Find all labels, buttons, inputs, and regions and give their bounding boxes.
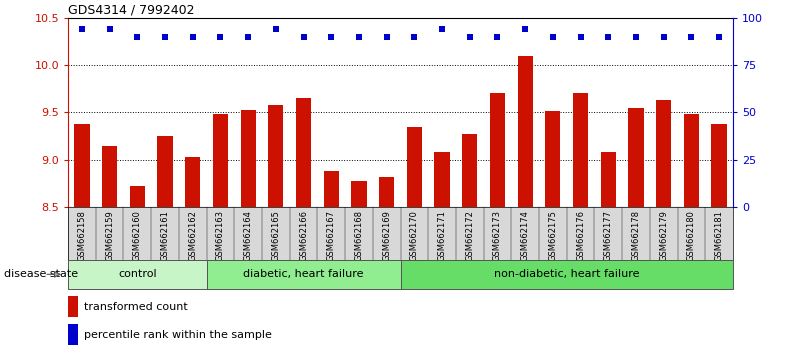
Bar: [102, 145, 117, 207]
Point: [713, 34, 726, 39]
Point: [75, 26, 88, 32]
Bar: [268, 105, 284, 207]
Text: GSM662160: GSM662160: [133, 210, 142, 261]
Text: GSM662172: GSM662172: [465, 210, 474, 261]
Point: [214, 34, 227, 39]
Bar: [158, 136, 173, 207]
Bar: [517, 56, 533, 207]
Bar: [185, 157, 200, 207]
Bar: [490, 93, 505, 207]
Point: [602, 34, 614, 39]
Bar: [434, 152, 449, 207]
Point: [463, 34, 476, 39]
Bar: [573, 93, 588, 207]
Text: GSM662174: GSM662174: [521, 210, 529, 261]
Text: GSM662168: GSM662168: [355, 210, 364, 261]
Text: GSM662178: GSM662178: [631, 210, 641, 261]
Text: disease state: disease state: [4, 269, 78, 279]
Point: [131, 34, 143, 39]
FancyBboxPatch shape: [68, 260, 207, 289]
Point: [297, 34, 310, 39]
Point: [242, 34, 255, 39]
Bar: [601, 152, 616, 207]
Text: GSM662180: GSM662180: [687, 210, 696, 261]
Bar: [296, 98, 311, 207]
Text: GDS4314 / 7992402: GDS4314 / 7992402: [68, 4, 195, 17]
Point: [491, 34, 504, 39]
Text: GSM662166: GSM662166: [299, 210, 308, 261]
Bar: [68, 324, 78, 345]
Text: percentile rank within the sample: percentile rank within the sample: [83, 330, 272, 340]
Bar: [74, 124, 90, 207]
Point: [103, 26, 116, 32]
Point: [574, 34, 587, 39]
Text: GSM662170: GSM662170: [410, 210, 419, 261]
Text: GSM662177: GSM662177: [604, 210, 613, 261]
Bar: [711, 124, 727, 207]
Text: GSM662176: GSM662176: [576, 210, 585, 261]
FancyBboxPatch shape: [207, 260, 400, 289]
Point: [325, 34, 338, 39]
Text: transformed count: transformed count: [83, 302, 187, 312]
Text: GSM662161: GSM662161: [160, 210, 170, 261]
FancyBboxPatch shape: [400, 260, 733, 289]
Text: GSM662169: GSM662169: [382, 210, 391, 261]
Text: GSM662175: GSM662175: [549, 210, 557, 261]
Point: [658, 34, 670, 39]
Bar: [407, 127, 422, 207]
Bar: [352, 181, 367, 207]
Text: GSM662162: GSM662162: [188, 210, 197, 261]
Bar: [68, 296, 78, 316]
Point: [546, 34, 559, 39]
Point: [380, 34, 393, 39]
Bar: [462, 134, 477, 207]
Bar: [628, 108, 643, 207]
Bar: [240, 109, 256, 207]
Bar: [545, 110, 561, 207]
Bar: [656, 100, 671, 207]
Point: [352, 34, 365, 39]
Text: GSM662163: GSM662163: [216, 210, 225, 261]
Text: diabetic, heart failure: diabetic, heart failure: [244, 269, 364, 279]
Point: [436, 26, 449, 32]
Text: non-diabetic, heart failure: non-diabetic, heart failure: [494, 269, 639, 279]
Text: GSM662179: GSM662179: [659, 210, 668, 261]
Text: GSM662181: GSM662181: [714, 210, 723, 261]
Text: GSM662167: GSM662167: [327, 210, 336, 261]
Text: control: control: [118, 269, 157, 279]
Text: GSM662173: GSM662173: [493, 210, 502, 261]
Point: [159, 34, 171, 39]
Point: [408, 34, 421, 39]
Text: GSM662164: GSM662164: [244, 210, 252, 261]
Point: [269, 26, 282, 32]
Text: GSM662159: GSM662159: [105, 210, 114, 261]
Text: GSM662165: GSM662165: [272, 210, 280, 261]
Bar: [213, 114, 228, 207]
Point: [630, 34, 642, 39]
Bar: [324, 171, 339, 207]
Point: [519, 26, 532, 32]
Bar: [130, 186, 145, 207]
Text: GSM662158: GSM662158: [78, 210, 87, 261]
Point: [685, 34, 698, 39]
Point: [187, 34, 199, 39]
Bar: [379, 177, 394, 207]
Text: GSM662171: GSM662171: [437, 210, 446, 261]
Bar: [684, 114, 699, 207]
